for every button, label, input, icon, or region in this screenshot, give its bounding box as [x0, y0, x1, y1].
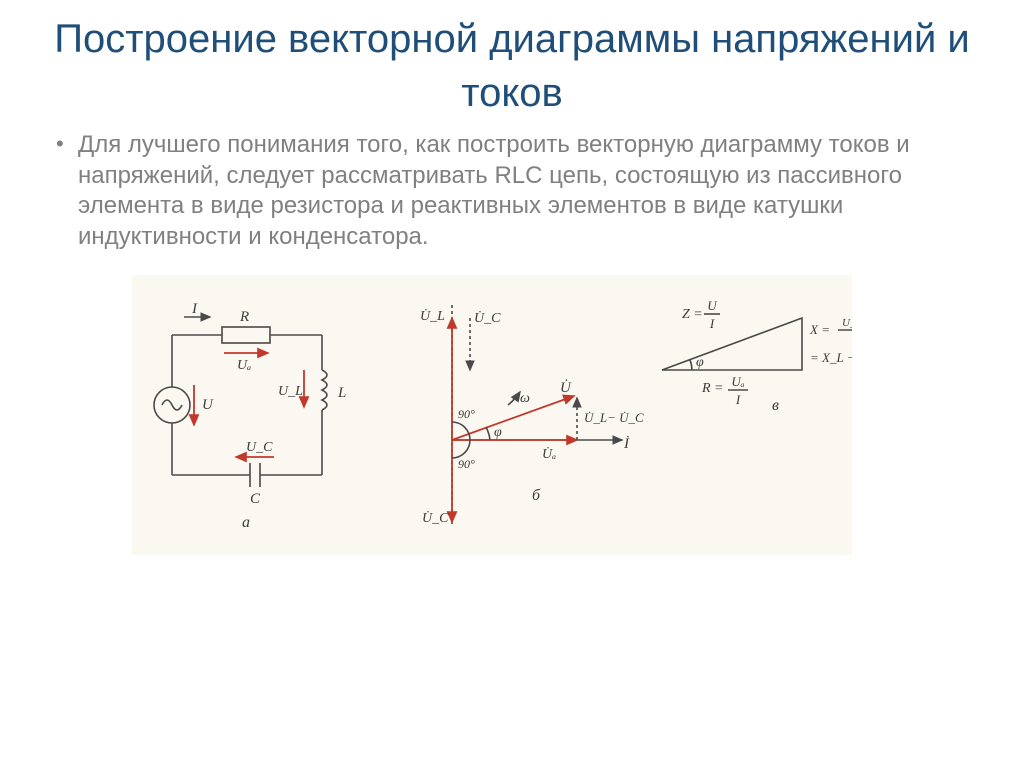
label-90a: 90° [458, 407, 475, 421]
label-C: C [250, 491, 261, 507]
label-Uc-bot: U̇_C [422, 510, 449, 526]
label-phi-tri: φ [696, 355, 704, 370]
frac-Z-top: U [707, 298, 718, 313]
label-I: I [191, 301, 198, 317]
label-ULUC: U̇_L− U̇_C [584, 410, 644, 425]
label-omega: ω [520, 391, 530, 406]
panel-a-label: а [242, 514, 250, 531]
frac-R-bot: I [735, 392, 741, 407]
label-phi-v: φ [494, 425, 502, 440]
label-UL: U_L [278, 384, 303, 399]
slide: Построение векторной диаграммы напряжени… [0, 0, 1024, 767]
triangle-panel: φ Z = U I R = Uₐ I X = U_L − U_C I = X_L… [662, 298, 852, 414]
vector-panel: İ U̇_L U̇_C U̇_C U̇ₐ U̇ U̇_L− U̇_C [420, 305, 644, 526]
frac-X-top: U_L − U_C [842, 317, 852, 329]
label-I-axis: İ [623, 436, 630, 452]
label-Xeq: = X_L − X_C [810, 350, 852, 365]
label-Ua-v: U̇ₐ [542, 446, 556, 462]
frac-R-top: Uₐ [731, 374, 744, 389]
label-90b: 90° [458, 457, 475, 471]
circuit-panel: I R Uₐ L U_L U U_C C а [154, 301, 346, 531]
label-UL-v: U̇_L [420, 308, 445, 324]
label-U: U [202, 397, 214, 413]
panel-c-label: в [772, 397, 779, 414]
label-X: X = [809, 322, 830, 337]
label-R: R [239, 309, 249, 325]
label-L: L [337, 385, 346, 401]
label-Z: Z = [682, 307, 703, 322]
body-text: Для лучшего понимания того, как построит… [52, 130, 972, 253]
label-Ua: Uₐ [237, 358, 251, 373]
rlc-figure: I R Uₐ L U_L U U_C C а [132, 275, 852, 555]
label-Uc-top: U̇_C [474, 310, 501, 326]
label-U-v: U̇ [560, 380, 572, 396]
panel-b-label: б [532, 487, 541, 504]
label-R-tri: R = [701, 381, 724, 396]
diagram-svg: I R Uₐ L U_L U U_C C а [132, 275, 852, 555]
frac-Z-bot: I [709, 316, 715, 331]
label-Uc: U_C [246, 440, 273, 455]
bullet-item: Для лучшего понимания того, как построит… [78, 130, 972, 253]
page-title: Построение векторной диаграммы напряжени… [52, 12, 972, 120]
